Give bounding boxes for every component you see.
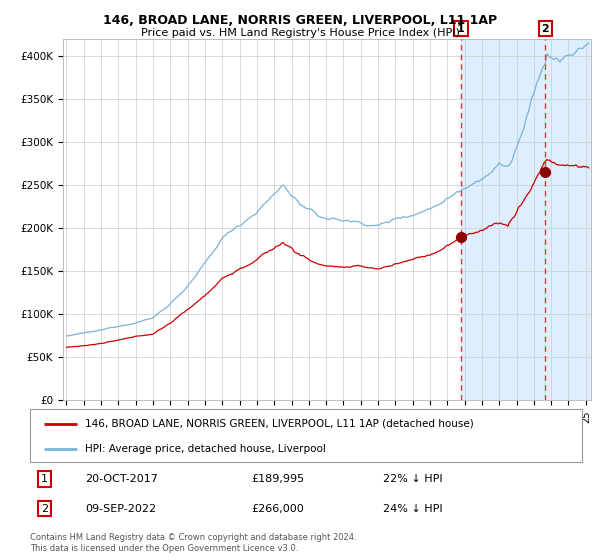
Text: 1: 1	[457, 24, 465, 34]
Text: £266,000: £266,000	[251, 503, 304, 514]
Text: 24% ↓ HPI: 24% ↓ HPI	[383, 503, 443, 514]
Text: 20-OCT-2017: 20-OCT-2017	[85, 474, 158, 484]
Bar	[461, 39, 590, 400]
FancyBboxPatch shape	[30, 409, 582, 462]
Text: Price paid vs. HM Land Registry's House Price Index (HPI): Price paid vs. HM Land Registry's House …	[140, 28, 460, 38]
Text: 2: 2	[542, 24, 550, 34]
Text: 1: 1	[41, 474, 48, 484]
Text: 2: 2	[41, 503, 48, 514]
Text: 146, BROAD LANE, NORRIS GREEN, LIVERPOOL, L11 1AP (detached house): 146, BROAD LANE, NORRIS GREEN, LIVERPOOL…	[85, 419, 474, 429]
Text: HPI: Average price, detached house, Liverpool: HPI: Average price, detached house, Live…	[85, 444, 326, 454]
Text: 22% ↓ HPI: 22% ↓ HPI	[383, 474, 443, 484]
Text: 09-SEP-2022: 09-SEP-2022	[85, 503, 157, 514]
Text: 146, BROAD LANE, NORRIS GREEN, LIVERPOOL, L11 1AP: 146, BROAD LANE, NORRIS GREEN, LIVERPOOL…	[103, 14, 497, 27]
Text: £189,995: £189,995	[251, 474, 304, 484]
Text: Contains HM Land Registry data © Crown copyright and database right 2024.
This d: Contains HM Land Registry data © Crown c…	[30, 533, 356, 553]
